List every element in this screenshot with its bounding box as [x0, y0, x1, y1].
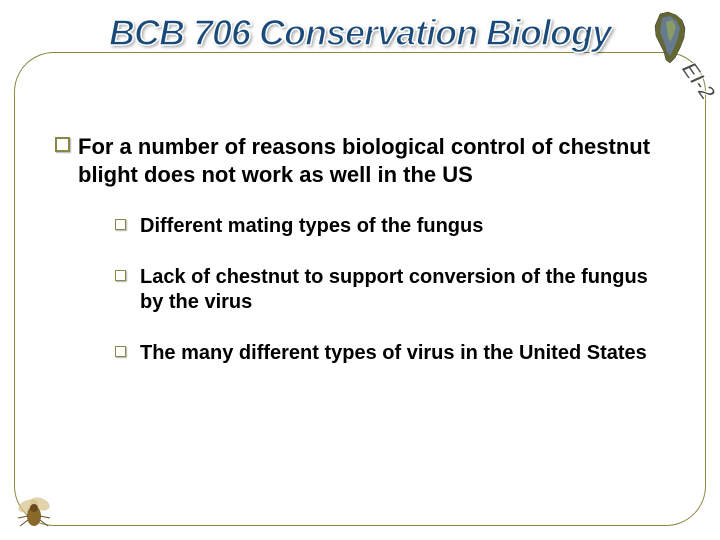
sub-point-text: Lack of chestnut to support conversion o… [140, 265, 665, 315]
square-bullet-icon [115, 270, 126, 281]
content-frame: For a number of reasons biological contr… [14, 52, 706, 526]
square-bullet-icon [55, 137, 70, 152]
square-bullet-icon [115, 346, 126, 357]
main-bullet-item: For a number of reasons biological contr… [55, 133, 665, 188]
page-title: BCB 706 Conservation Biology [109, 12, 611, 54]
sub-bullet-list: Different mating types of the fungus Lac… [115, 214, 665, 366]
sub-point-text: Different mating types of the fungus [140, 214, 483, 239]
sub-bullet-item: Lack of chestnut to support conversion o… [115, 265, 665, 315]
africa-map-icon [640, 8, 700, 68]
sub-bullet-item: Different mating types of the fungus [115, 214, 665, 239]
fly-insect-icon [10, 492, 58, 532]
sub-bullet-item: The many different types of virus in the… [115, 341, 665, 366]
main-point-text: For a number of reasons biological contr… [78, 133, 665, 188]
square-bullet-icon [115, 219, 126, 230]
sub-point-text: The many different types of virus in the… [140, 341, 647, 366]
